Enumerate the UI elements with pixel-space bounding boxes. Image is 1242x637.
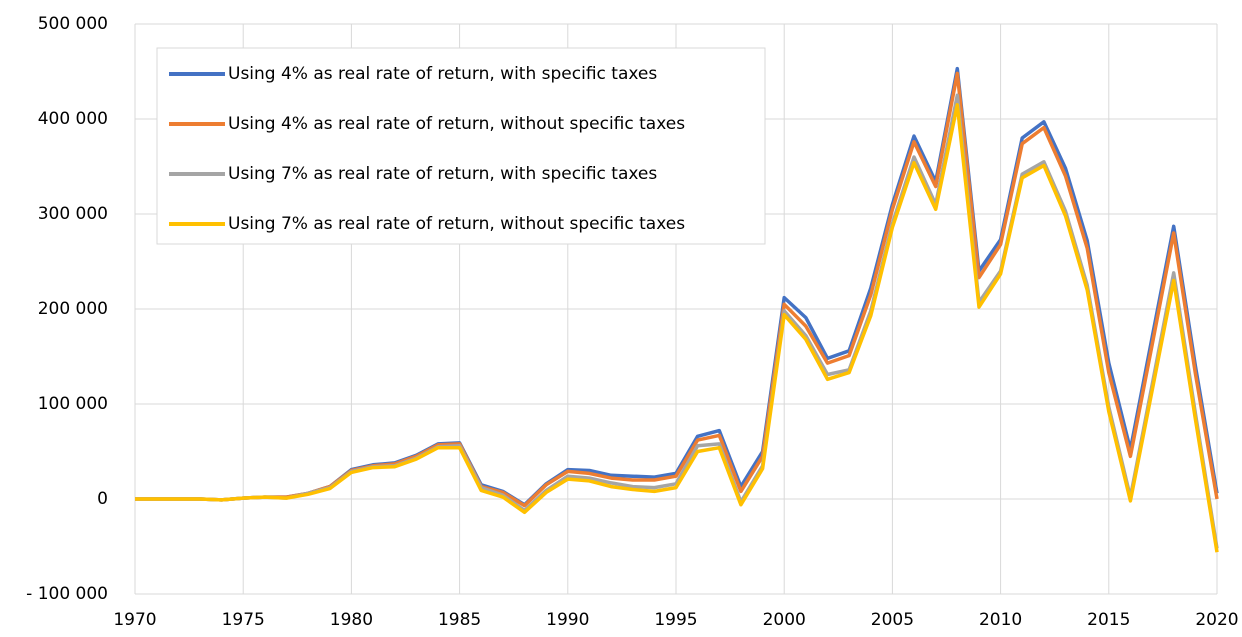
x-tick-label: 1975	[222, 610, 265, 630]
x-tick-label: 1985	[438, 610, 481, 630]
legend-box	[156, 47, 766, 245]
x-tick-label: 2005	[871, 610, 914, 630]
legend-label: Using 7% as real rate of return, without…	[228, 214, 685, 234]
y-tick-label: 100 000	[38, 394, 108, 414]
y-tick-label: 300 000	[38, 204, 108, 224]
x-tick-label: 1980	[330, 610, 373, 630]
x-tick-label: 2020	[1195, 610, 1238, 630]
x-tick-label: 2000	[763, 610, 806, 630]
x-tick-label: 1990	[546, 610, 589, 630]
x-tick-label: 1995	[654, 610, 697, 630]
x-tick-label: 2010	[979, 610, 1022, 630]
legend-label: Using 4% as real rate of return, with sp…	[228, 64, 657, 84]
legend-label: Using 7% as real rate of return, with sp…	[228, 164, 657, 184]
legend: Using 4% as real rate of return, with sp…	[156, 47, 766, 245]
x-tick-label: 2015	[1087, 610, 1130, 630]
y-tick-label: 500 000	[38, 14, 108, 34]
y-tick-label: 200 000	[38, 299, 108, 319]
legend-label: Using 4% as real rate of return, without…	[228, 114, 685, 134]
series-line	[135, 103, 1219, 553]
x-tick-label: 1970	[113, 610, 156, 630]
y-tick-label: - 100 000	[26, 584, 108, 604]
y-tick-label: 400 000	[38, 109, 108, 129]
y-tick-label: 0	[97, 489, 108, 509]
